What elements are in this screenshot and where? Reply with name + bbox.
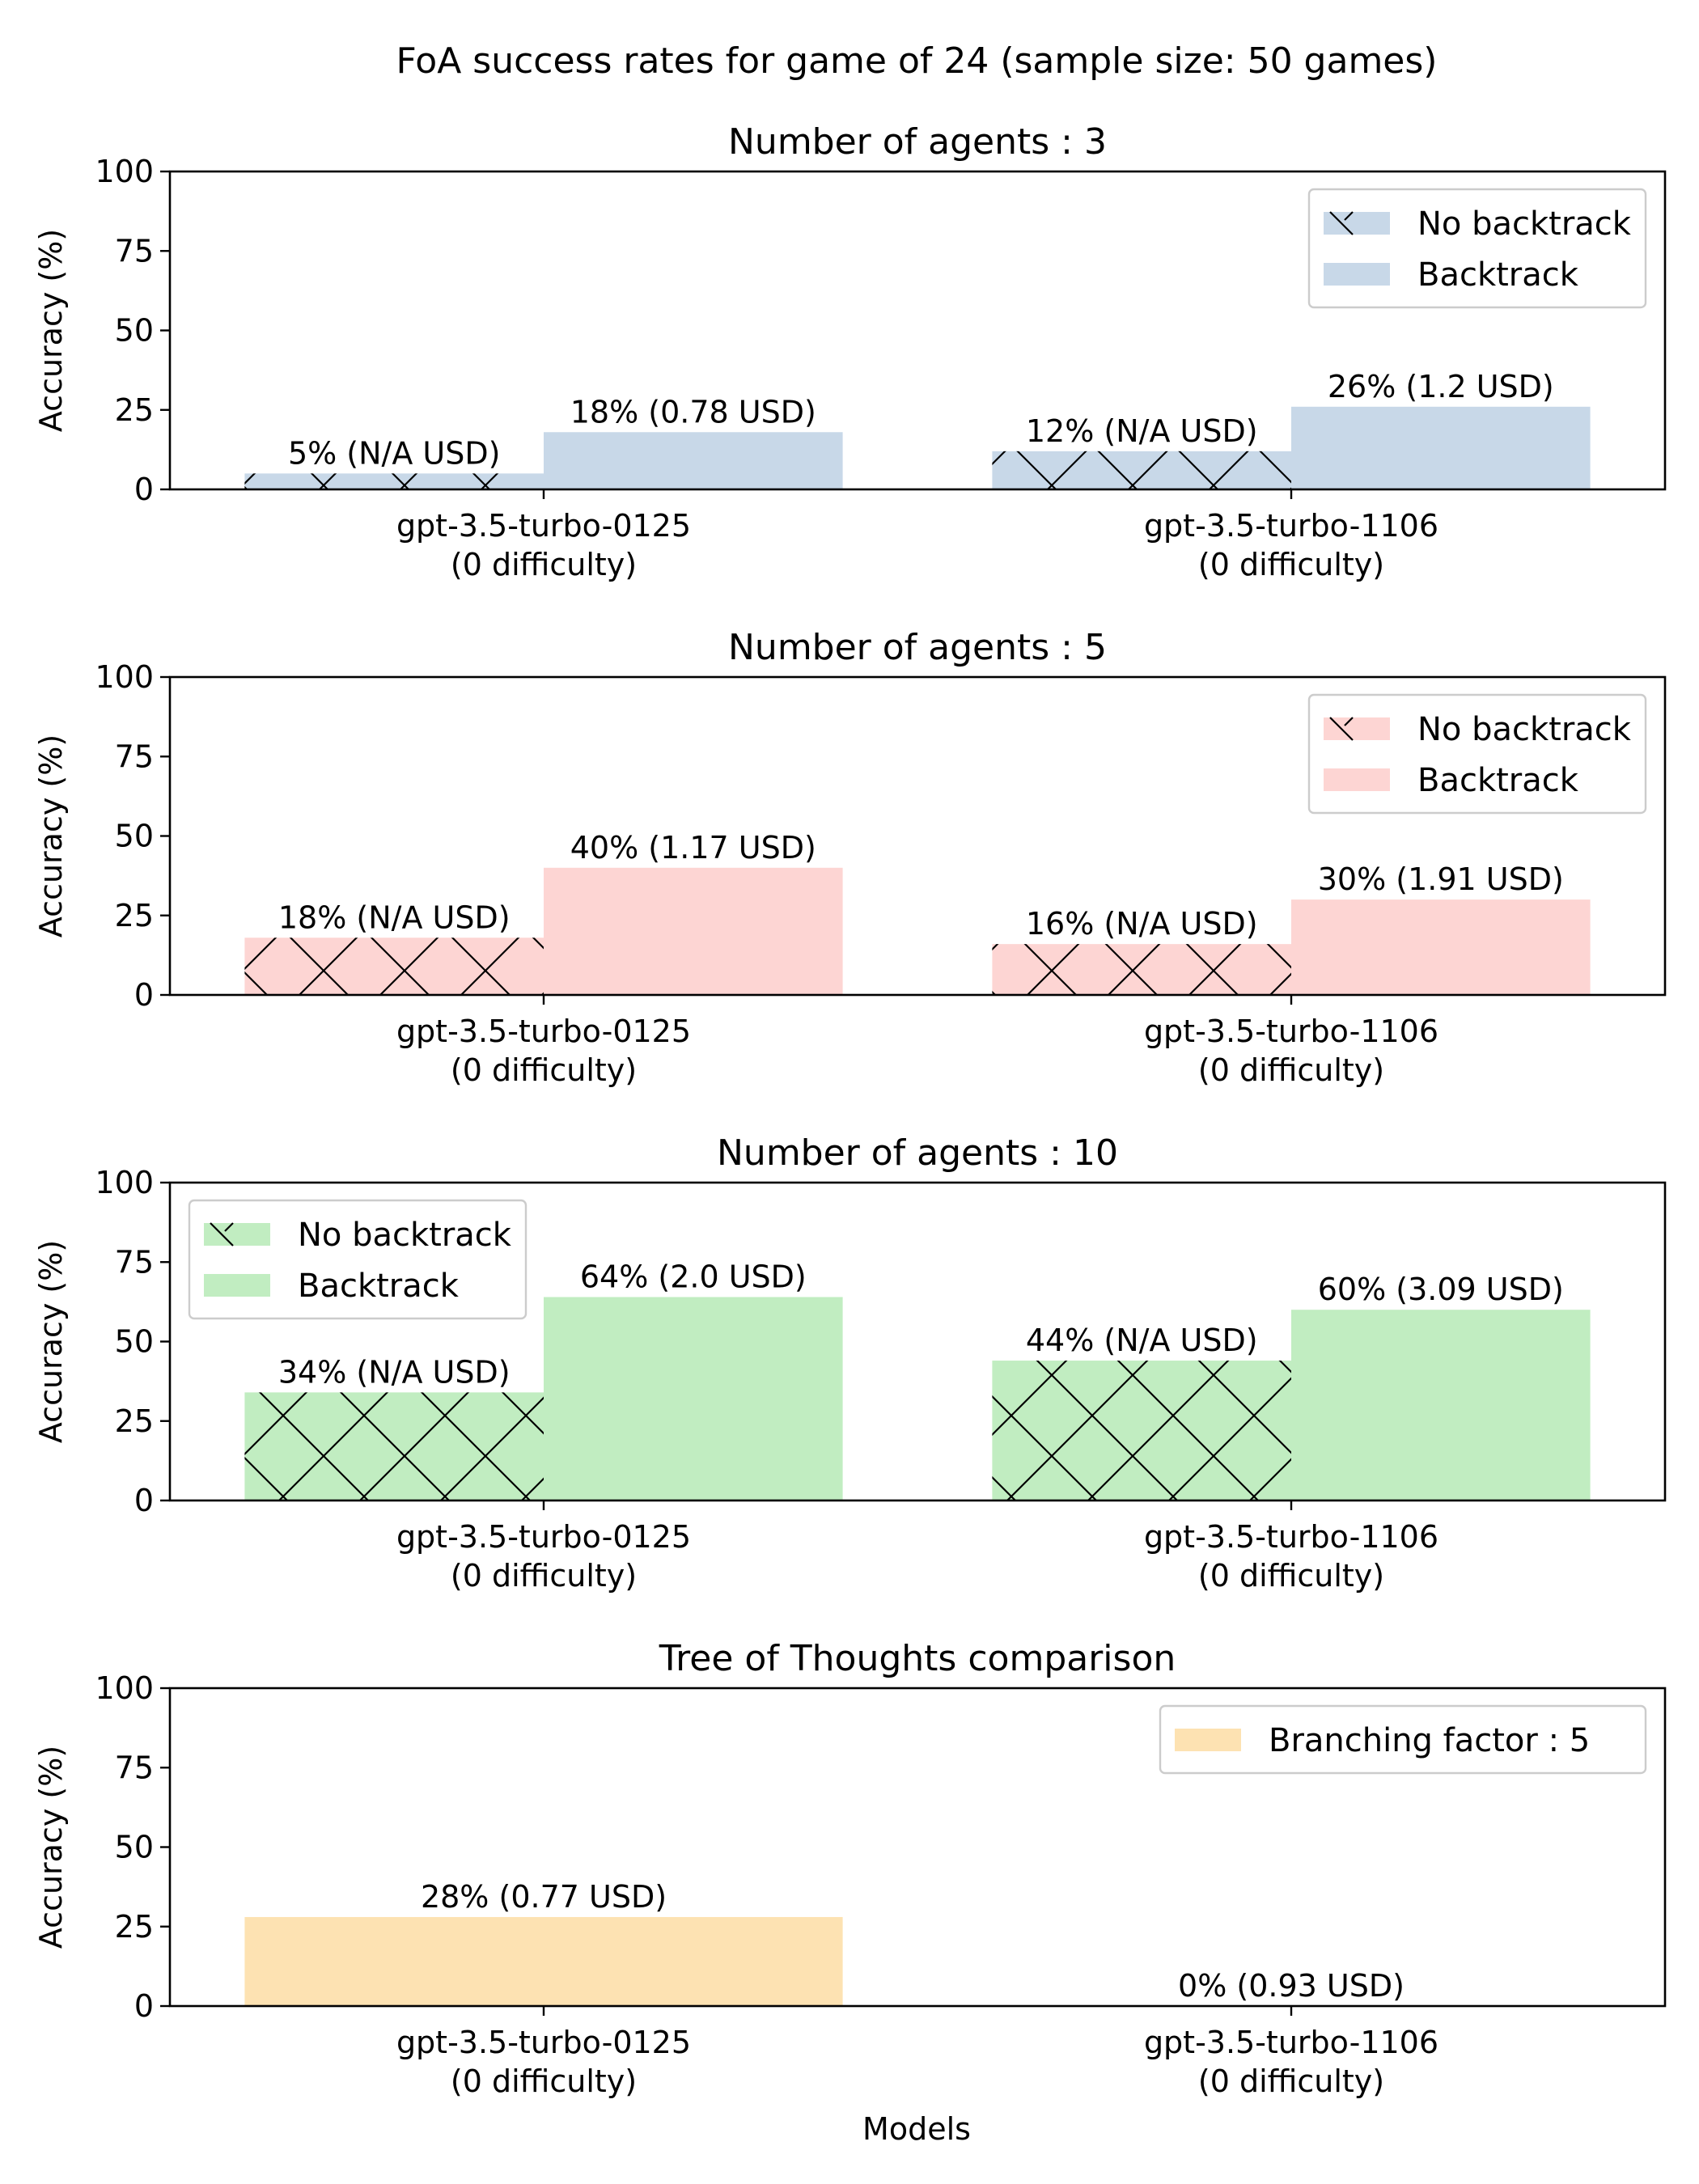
legend-frame [188,1199,527,1320]
y-tick-label: 75 [115,739,154,774]
legend-entry-label: No backtrack [1417,711,1632,748]
subplot-title: Number of agents : 5 [728,627,1107,668]
bar-hatch [992,1361,1291,1500]
y-axis-label: Accuracy (%) [33,1746,69,1949]
bar-data-label: 28% (0.77 USD) [421,1879,667,1915]
subplot-4: Tree of Thoughts comparison 0 25 50 75 100 Acc… [33,1638,1667,2099]
x-tick-label: gpt-3.5-turbo-1106 (0 difficulty) [1144,1014,1438,1088]
bar-data-label: 64% (2.0 USD) [580,1259,807,1294]
legend-entry-label: Backtrack [1417,256,1579,294]
y-tick-label: 0 [134,1988,154,2024]
subplot-2: Number of agents : 5 0 25 50 75 100 Accuracy (… [33,627,1667,1088]
legend-swatch-hatch [1329,717,1354,741]
subplot-title: Tree of Thoughts comparison [659,1638,1176,1679]
legend-swatch [204,1274,270,1297]
bar-data-label: 18% (N/A USD) [278,899,511,935]
bar-backtrack [544,432,843,489]
legend-frame [1307,693,1647,815]
y-tick-label: 50 [115,1830,154,1865]
bar-hatch [244,1392,544,1500]
legend-entry-label: Backtrack [1417,762,1579,799]
y-tick-label: 50 [115,819,154,854]
x-tick-label: gpt-3.5-turbo-0125 (0 difficulty) [396,1519,691,1594]
y-tick-label: 0 [134,472,154,507]
x-tick-label: gpt-3.5-turbo-0125 (0 difficulty) [396,1014,691,1088]
subplot-3: Number of agents : 10 0 25 50 75 100 Accuracy … [33,1132,1667,1594]
bar-data-label: 40% (1.17 USD) [570,830,816,866]
subplot-title: Number of agents : 10 [717,1132,1118,1174]
x-axis-label: Models [862,2111,971,2147]
y-tick-label: 25 [115,898,154,933]
axes-frame [168,1687,1667,2008]
y-axis-label: Accuracy (%) [33,229,69,432]
y-tick-label: 50 [115,313,154,349]
bar-backtrack [1291,406,1591,489]
subplot-1: Number of agents : 3 0 25 50 75 100 Accuracy (… [33,121,1667,582]
bar-data-label: 5% (N/A USD) [288,435,501,471]
legend: No backtrack Backtrack [1307,693,1647,815]
axes-frame [168,675,1667,997]
bar-backtrack [544,867,843,995]
y-tick-label: 75 [115,233,154,269]
bar-data-label: 60% (3.09 USD) [1318,1272,1564,1307]
bar-backtrack [1291,899,1591,995]
subplots: Number of agents : 3 0 25 50 75 100 Accuracy (… [33,121,1667,2099]
y-tick-label: 0 [134,1483,154,1518]
x-tick-label: gpt-3.5-turbo-0125 (0 difficulty) [396,508,691,582]
bar-data-label: 16% (N/A USD) [1026,906,1258,942]
legend-entry-label: Branching factor : 5 [1269,1722,1590,1759]
x-tick-label: gpt-3.5-turbo-1106 (0 difficulty) [1144,508,1438,582]
legend: No backtrack Backtrack [1307,188,1647,309]
legend-swatch-hatch [210,1222,234,1246]
y-tick-label: 100 [95,154,154,189]
legend: No backtrack Backtrack [188,1199,527,1320]
y-tick-label: 100 [95,1165,154,1200]
bar-hatch [244,938,544,995]
bar-data-label: 44% (N/A USD) [1026,1323,1258,1358]
bar-hatch [992,451,1291,489]
y-tick-label: 100 [95,1670,154,1706]
bar-data-label: 26% (1.2 USD) [1328,369,1554,404]
legend-swatch [1175,1729,1241,1751]
legend-entry-label: No backtrack [298,1217,512,1254]
y-tick-label: 25 [115,1403,154,1439]
bar-data-label: 0% (0.93 USD) [1178,1968,1405,2004]
y-tick-label: 75 [115,1750,154,1785]
legend-frame [1159,1704,1647,1775]
legend-entry-label: No backtrack [1417,205,1632,243]
y-tick-label: 50 [115,1324,154,1360]
bar-data-label: 12% (N/A USD) [1026,413,1258,449]
bar-hatch [992,944,1291,995]
legend-swatch [1324,263,1390,286]
bar-data-label: 30% (1.91 USD) [1318,861,1564,897]
y-axis-label: Accuracy (%) [33,734,69,938]
axes-frame [168,1181,1667,1502]
y-tick-label: 100 [95,659,154,695]
y-tick-label: 75 [115,1244,154,1280]
x-tick-label: gpt-3.5-turbo-1106 (0 difficulty) [1144,1519,1438,1594]
bar-hatch [244,473,544,489]
x-tick-label: gpt-3.5-turbo-1106 (0 difficulty) [1144,2025,1438,2099]
legend-swatch-hatch [1329,211,1354,235]
figure-title: FoA success rates for game of 24 (sample… [396,40,1438,82]
bar-backtrack [1291,1310,1591,1500]
y-tick-label: 25 [115,392,154,428]
y-axis-label: Accuracy (%) [33,1240,69,1443]
bar-data-label: 34% (N/A USD) [278,1354,511,1390]
legend-entry-label: Backtrack [298,1268,460,1305]
legend-swatch [1324,768,1390,791]
legend: Branching factor : 5 [1159,1704,1647,1775]
axes-frame [168,170,1667,491]
y-tick-label: 25 [115,1909,154,1945]
bar-backtrack [544,1297,843,1500]
x-tick-label: gpt-3.5-turbo-0125 (0 difficulty) [396,2025,691,2099]
y-tick-label: 0 [134,977,154,1013]
bar-branching-factor-5 [244,1916,843,2006]
subplot-title: Number of agents : 3 [728,121,1107,163]
legend-frame [1307,188,1647,309]
bar-data-label: 18% (0.78 USD) [570,394,816,430]
